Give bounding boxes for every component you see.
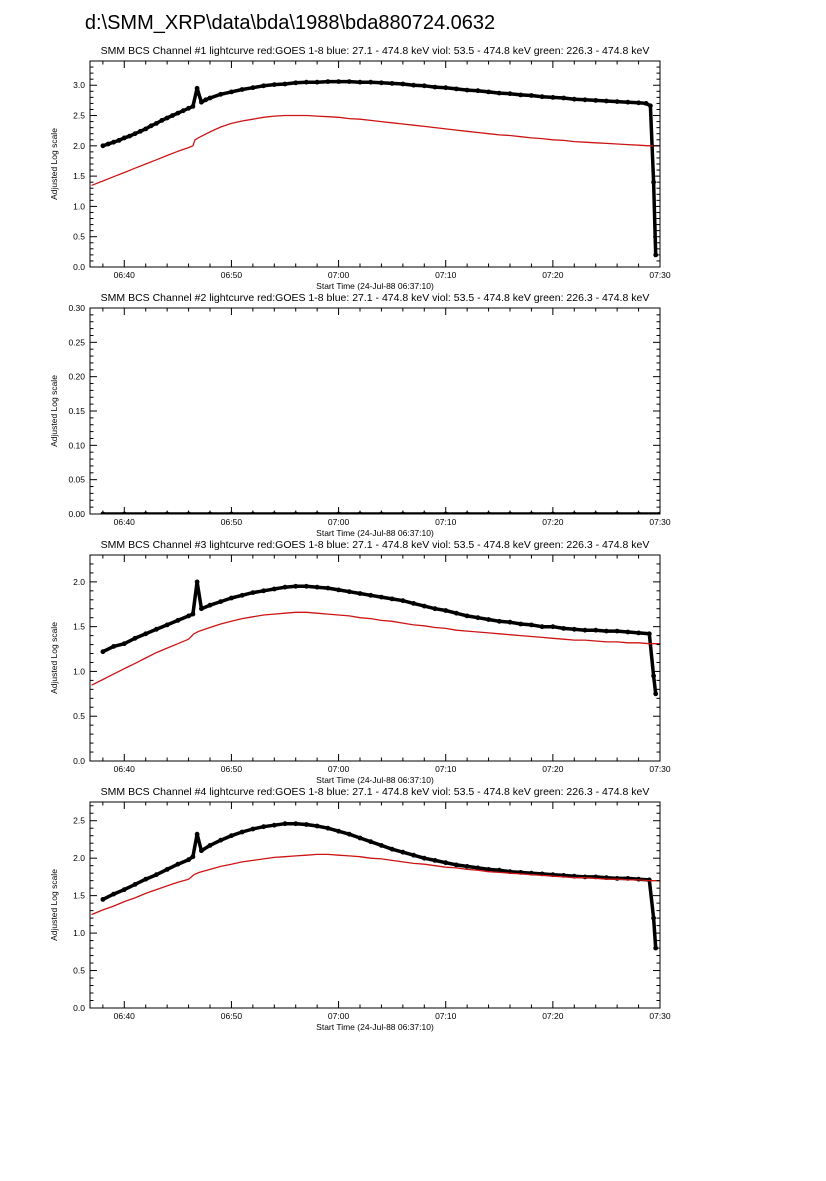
series-line-0 — [101, 79, 658, 257]
axis-ticks — [90, 60, 661, 268]
axis-ticks — [90, 802, 661, 1009]
y-tick-label: 0.00 — [68, 509, 85, 519]
x-tick-label: 06:40 — [114, 270, 136, 280]
x-axis-label: Start Time (24-Jul-88 06:37:10) — [316, 281, 434, 291]
y-tick-label: 1.0 — [73, 201, 85, 211]
y-tick-label: 1.5 — [73, 891, 85, 901]
x-tick-label: 07:10 — [435, 1011, 457, 1021]
y-tick-label: 0.0 — [73, 756, 85, 766]
y-tick-label: 3.0 — [73, 80, 85, 90]
x-tick-label: 07:20 — [542, 517, 564, 527]
axis-ticks — [90, 554, 661, 762]
series-markers-0 — [100, 579, 659, 697]
chart-canvas-2: 06:40 06:50 07:00 07:10 07:20 07:30 0.00 0.05 0.… — [49, 305, 671, 538]
series-line-1 — [91, 853, 660, 916]
series-line-1 — [91, 114, 660, 186]
y-tick-label: 0.20 — [68, 372, 85, 382]
chart-panel-4: SMM BCS Channel #4 lightcurve red:GOES 1… — [0, 786, 826, 1033]
series-layer — [91, 821, 660, 951]
y-axis-label: Adjusted Log scale — [49, 869, 59, 941]
series-line-1 — [91, 611, 660, 686]
y-tick-label: 0.10 — [68, 440, 85, 450]
chart-title-3: SMM BCS Channel #3 lightcurve red:GOES 1… — [100, 539, 650, 551]
x-axis-label: Start Time (24-Jul-88 06:37:10) — [316, 1022, 434, 1032]
y-tick-label: 1.0 — [73, 666, 85, 676]
y-axis-label: Adjusted Log scale — [49, 622, 59, 694]
plot-frame — [89, 801, 661, 1009]
y-tick-label: 0.0 — [73, 1003, 85, 1013]
x-axis-label: Start Time (24-Jul-88 06:37:10) — [316, 528, 434, 538]
y-tick-label: 2.0 — [73, 853, 85, 863]
y-tick-label: 0.0 — [73, 262, 85, 272]
x-tick-label: 06:50 — [221, 517, 243, 527]
x-tick-label: 07:20 — [542, 270, 564, 280]
page-title: d:\SMM_XRP\data\bda\1988\bda880724.0632 — [84, 12, 496, 34]
chart-panel-2: SMM BCS Channel #2 lightcurve red:GOES 1… — [0, 292, 826, 539]
y-tick-label: 1.0 — [73, 928, 85, 938]
y-tick-label: 2.0 — [73, 577, 85, 587]
chart-title-1: SMM BCS Channel #1 lightcurve red:GOES 1… — [100, 45, 650, 57]
x-tick-label: 07:10 — [435, 270, 457, 280]
chart-canvas-4: 06:40 06:50 07:00 07:10 07:20 07:30 0.0 0.5 1.0 1… — [49, 801, 671, 1032]
series-markers-0 — [100, 79, 659, 258]
x-tick-label: 06:40 — [114, 764, 136, 774]
x-tick-label: 06:40 — [114, 517, 136, 527]
x-axis-label: Start Time (24-Jul-88 06:37:10) — [316, 775, 434, 785]
x-tick-label: 07:20 — [542, 764, 564, 774]
y-axis-label: Adjusted Log scale — [49, 128, 59, 200]
chart-canvas-3: 06:40 06:50 07:00 07:10 07:20 07:30 0.0 0.5 1.0 1… — [49, 554, 671, 785]
y-tick-label: 2.5 — [73, 111, 85, 121]
y-tick-label: 0.25 — [68, 337, 85, 347]
series-line-0 — [101, 580, 658, 696]
plot-page: d:\SMM_XRP\data\bda\1988\bda880724.0632 … — [0, 12, 826, 1181]
y-tick-label: 1.5 — [73, 622, 85, 632]
y-tick-label: 0.5 — [73, 711, 85, 721]
x-tick-label: 06:50 — [221, 270, 243, 280]
x-tick-label: 07:00 — [328, 517, 350, 527]
y-tick-label: 1.5 — [73, 171, 85, 181]
y-tick-label: 0.30 — [68, 305, 85, 313]
y-tick-label: 2.0 — [73, 141, 85, 151]
y-axis-label: Adjusted Log scale — [49, 375, 59, 447]
x-tick-label: 07:00 — [328, 764, 350, 774]
x-tick-label: 07:00 — [328, 1011, 350, 1021]
chart-panel-1: SMM BCS Channel #1 lightcurve red:GOES 1… — [0, 45, 826, 292]
y-tick-label: 0.15 — [68, 406, 85, 416]
x-tick-label: 07:30 — [649, 517, 671, 527]
x-tick-label: 07:10 — [435, 764, 457, 774]
y-tick-label: 2.5 — [73, 816, 85, 826]
series-line-0 — [101, 821, 658, 950]
y-tick-label: 0.5 — [73, 966, 85, 976]
x-tick-label: 07:30 — [649, 270, 671, 280]
series-layer — [91, 579, 660, 697]
x-tick-label: 06:40 — [114, 1011, 136, 1021]
x-tick-label: 07:30 — [649, 764, 671, 774]
x-tick-label: 07:00 — [328, 270, 350, 280]
chart-title-2: SMM BCS Channel #2 lightcurve red:GOES 1… — [100, 292, 650, 304]
y-tick-label: 0.05 — [68, 475, 85, 485]
x-tick-label: 06:50 — [221, 764, 243, 774]
chart-panel-3: SMM BCS Channel #3 lightcurve red:GOES 1… — [0, 539, 826, 786]
x-tick-label: 07:20 — [542, 1011, 564, 1021]
series-layer — [91, 79, 660, 258]
axis-ticks — [90, 307, 661, 515]
x-tick-label: 07:10 — [435, 517, 457, 527]
series-markers-0 — [100, 821, 659, 951]
x-tick-label: 06:50 — [221, 1011, 243, 1021]
chart-title-4: SMM BCS Channel #4 lightcurve red:GOES 1… — [100, 786, 650, 798]
plot-frame — [89, 60, 661, 268]
plot-frame — [89, 554, 661, 762]
y-tick-label: 0.5 — [73, 232, 85, 242]
chart-canvas-1: 06:40 06:50 07:00 07:10 07:20 07:30 0.0 0.5 1.0 1… — [49, 60, 671, 291]
plot-frame — [89, 307, 661, 515]
x-tick-label: 07:30 — [649, 1011, 671, 1021]
